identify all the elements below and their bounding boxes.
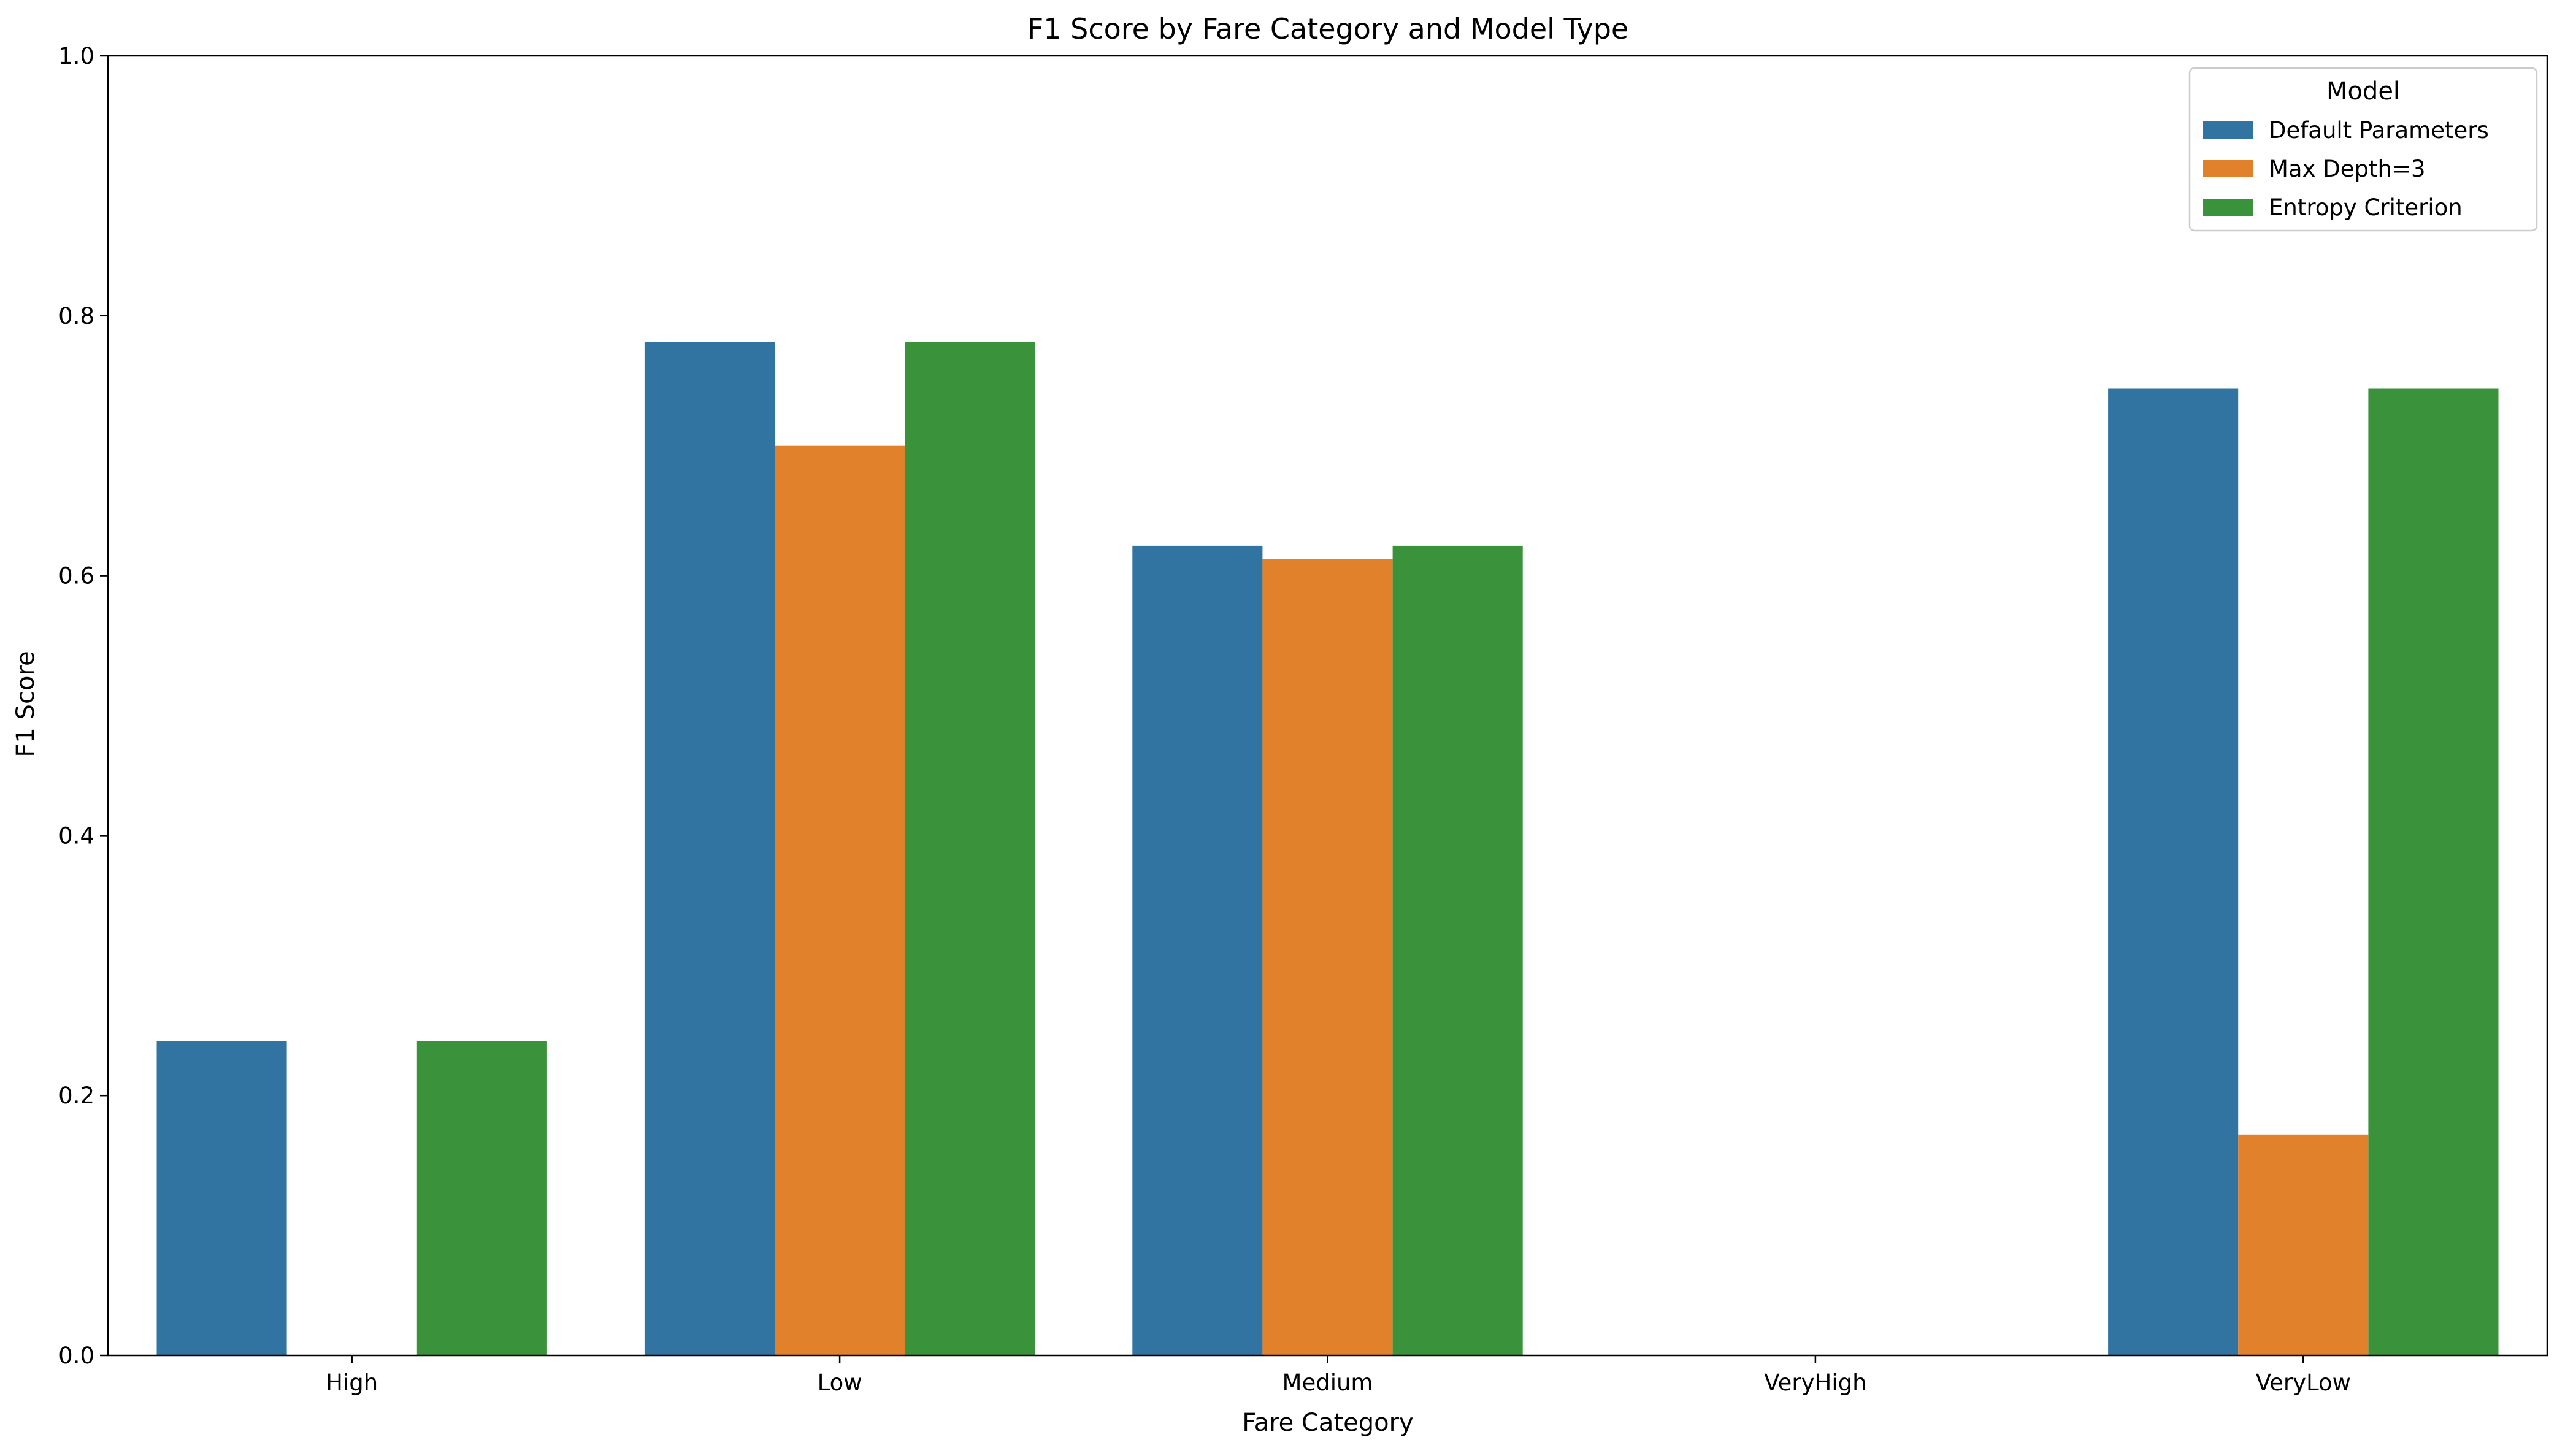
bar-low-series-3	[905, 342, 1035, 1356]
bar-medium-series-2	[1262, 559, 1393, 1355]
legend-box	[2188, 67, 2538, 232]
x-tick-label: VeryHigh	[1764, 1370, 1866, 1396]
axes-layer: 0.0 0.2 0.4 0.6 0.8 1.0 High Low Medium VeryHigh V…	[58, 43, 2548, 1396]
y-tick-label: 0.8	[58, 303, 94, 329]
bar-high-series-1	[156, 1041, 287, 1355]
legend-swatch	[2203, 199, 2253, 216]
x-tick-label: VeryLow	[2256, 1370, 2351, 1396]
y-tick-label: 0.0	[58, 1343, 94, 1369]
x-tick-label: High	[326, 1370, 378, 1396]
legend-swatch	[2203, 121, 2253, 139]
bar-verylow-series-2	[2238, 1134, 2369, 1355]
bar-verylow-series-3	[2368, 388, 2499, 1355]
legend-label: Default Parameters	[2269, 117, 2489, 144]
y-axis-label: F1 Score	[12, 651, 40, 757]
legend-label: Max Depth=3	[2269, 156, 2426, 182]
y-tick-label: 0.6	[58, 563, 94, 589]
legend: Model Default Parameters Max Depth=3 Entrop…	[2188, 67, 2538, 232]
x-tick-label: Low	[818, 1370, 862, 1396]
x-tick-label: Medium	[1282, 1370, 1373, 1396]
y-tick-label: 0.2	[58, 1082, 94, 1109]
y-tick-label: 0.4	[58, 822, 94, 849]
x-axis-label: Fare Category	[1242, 1409, 1413, 1437]
chart-title: F1 Score by Fare Category and Model Type	[1027, 12, 1628, 45]
bar-medium-series-1	[1132, 545, 1263, 1355]
bar-low-series-1	[644, 342, 775, 1356]
legend-label: Entropy Criterion	[2269, 194, 2463, 221]
legend-title: Model	[2326, 77, 2400, 105]
bars-layer	[156, 342, 2499, 1356]
bar-high-series-3	[416, 1041, 547, 1355]
bar-medium-series-3	[1392, 545, 1523, 1355]
bar-low-series-2	[775, 445, 905, 1356]
legend-swatch	[2203, 160, 2253, 177]
bar-verylow-series-1	[2108, 388, 2239, 1355]
y-tick-label: 1.0	[58, 43, 94, 69]
